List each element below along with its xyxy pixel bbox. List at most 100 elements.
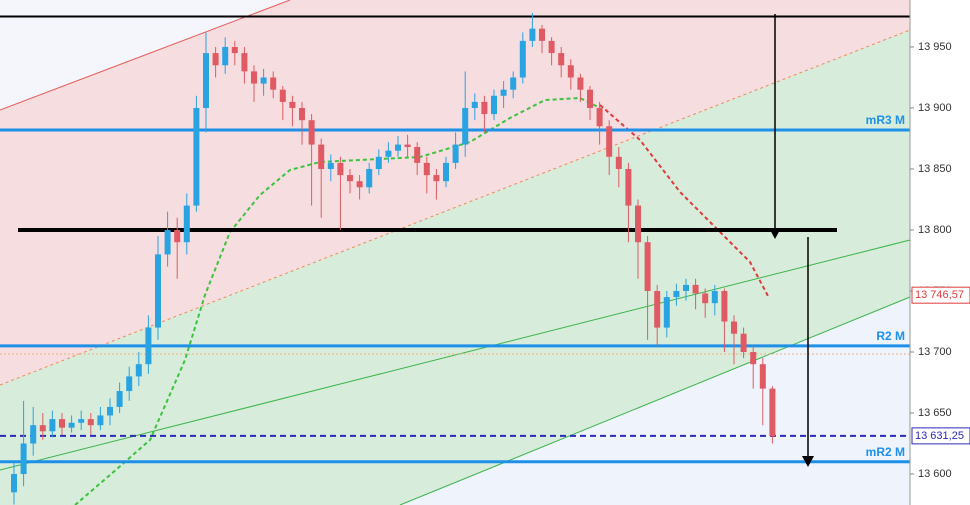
candle-body: [174, 229, 181, 243]
candle-body: [11, 474, 17, 493]
candle-body: [222, 46, 229, 66]
candle-body: [78, 419, 85, 423]
candle-body: [299, 107, 305, 121]
candle-body: [126, 376, 133, 392]
candle-body: [731, 321, 737, 334]
candle-body: [491, 95, 497, 115]
candle-body: [97, 415, 104, 426]
candle-body: [385, 150, 392, 157]
candle-body: [558, 53, 565, 66]
candle-body: [654, 290, 661, 328]
candle-body: [606, 126, 613, 157]
candle-body: [433, 175, 440, 182]
price-tag-label: 13 746,57: [915, 289, 964, 301]
arrow-head: [769, 228, 781, 239]
candle-body: [644, 242, 651, 291]
trend-line: [399, 296, 911, 505]
candle-body: [452, 144, 459, 163]
axis-background: [910, 0, 970, 505]
levels: mR3 M R2 M mR2 M: [0, 15, 910, 464]
candle-body: [30, 425, 37, 444]
candle-body: [596, 107, 603, 127]
candle-body: [539, 28, 545, 41]
candle-body: [59, 419, 65, 428]
level-label: R2 M: [876, 329, 905, 343]
candle-body: [68, 422, 75, 428]
candle-body: [260, 77, 267, 84]
price-tag: [911, 427, 970, 445]
candles: [11, 12, 776, 505]
arrow-head: [802, 456, 814, 467]
candle-body: [721, 290, 728, 322]
candle-body: [318, 144, 325, 169]
candle-body: [107, 406, 113, 416]
candle-body: [270, 77, 277, 90]
candle-body: [231, 46, 238, 54]
y-tick-label: 13 850: [918, 163, 952, 175]
candle-body: [625, 168, 632, 206]
candle-body: [251, 71, 257, 84]
price-tag-label: 13 631,25: [915, 430, 964, 442]
candle-body: [548, 40, 555, 54]
candle-body: [356, 181, 363, 188]
candle-body: [663, 297, 670, 328]
channel-line: [0, 0, 291, 111]
level-label: mR3 M: [866, 113, 905, 127]
candle-body: [308, 120, 315, 145]
candle-body: [347, 175, 353, 182]
candle-body: [519, 40, 526, 78]
candle-body: [289, 101, 296, 108]
candle-body: [337, 162, 344, 176]
candle-body: [711, 290, 718, 304]
candle-body: [375, 156, 382, 169]
y-tick-label: 13 650: [918, 407, 952, 419]
candle-body: [395, 144, 401, 151]
y-tick-label: 13 950: [918, 41, 952, 53]
candle-body: [443, 162, 449, 182]
candle-body: [740, 333, 747, 352]
candle-body: [692, 284, 699, 294]
candle-body: [481, 101, 488, 115]
candle-body: [567, 65, 574, 78]
trend-line: [0, 239, 911, 471]
moving-average: [599, 104, 769, 297]
candle-body: [327, 162, 334, 169]
level-label: mR2 M: [866, 445, 905, 459]
candle-body: [116, 391, 123, 407]
candle-body: [529, 28, 536, 41]
candle-body: [241, 53, 248, 72]
candle-body: [183, 205, 190, 243]
candle-body: [193, 107, 200, 206]
y-tick-label: 13 600: [918, 468, 952, 480]
candle-body: [635, 205, 641, 243]
candle-body: [279, 89, 286, 102]
candle-body: [615, 156, 622, 169]
candle-body: [212, 53, 219, 66]
channel-line: [0, 29, 911, 386]
upper-zone: [0, 0, 910, 385]
candle-body: [20, 443, 27, 475]
candle-body: [759, 364, 766, 389]
candle-body: [750, 351, 757, 365]
candle-body: [87, 419, 94, 426]
candle-body: [145, 327, 152, 365]
y-tick-label: 13 900: [918, 102, 952, 114]
candle-body: [769, 388, 776, 437]
candle-body: [500, 89, 507, 96]
candle-body: [155, 254, 161, 328]
candle-body: [404, 144, 411, 148]
candle-body: [702, 293, 709, 304]
candle-body: [39, 425, 46, 432]
candle-body: [135, 364, 142, 377]
candle-body: [510, 77, 517, 90]
candle-body: [366, 168, 373, 188]
candle-body: [49, 419, 56, 432]
price-tag: [911, 286, 970, 304]
candle-body: [164, 229, 171, 255]
y-tick-label: 13 700: [918, 346, 952, 358]
moving-average: [74, 96, 601, 505]
y-tick-label: 13 800: [918, 224, 952, 236]
candle-body: [587, 89, 593, 108]
